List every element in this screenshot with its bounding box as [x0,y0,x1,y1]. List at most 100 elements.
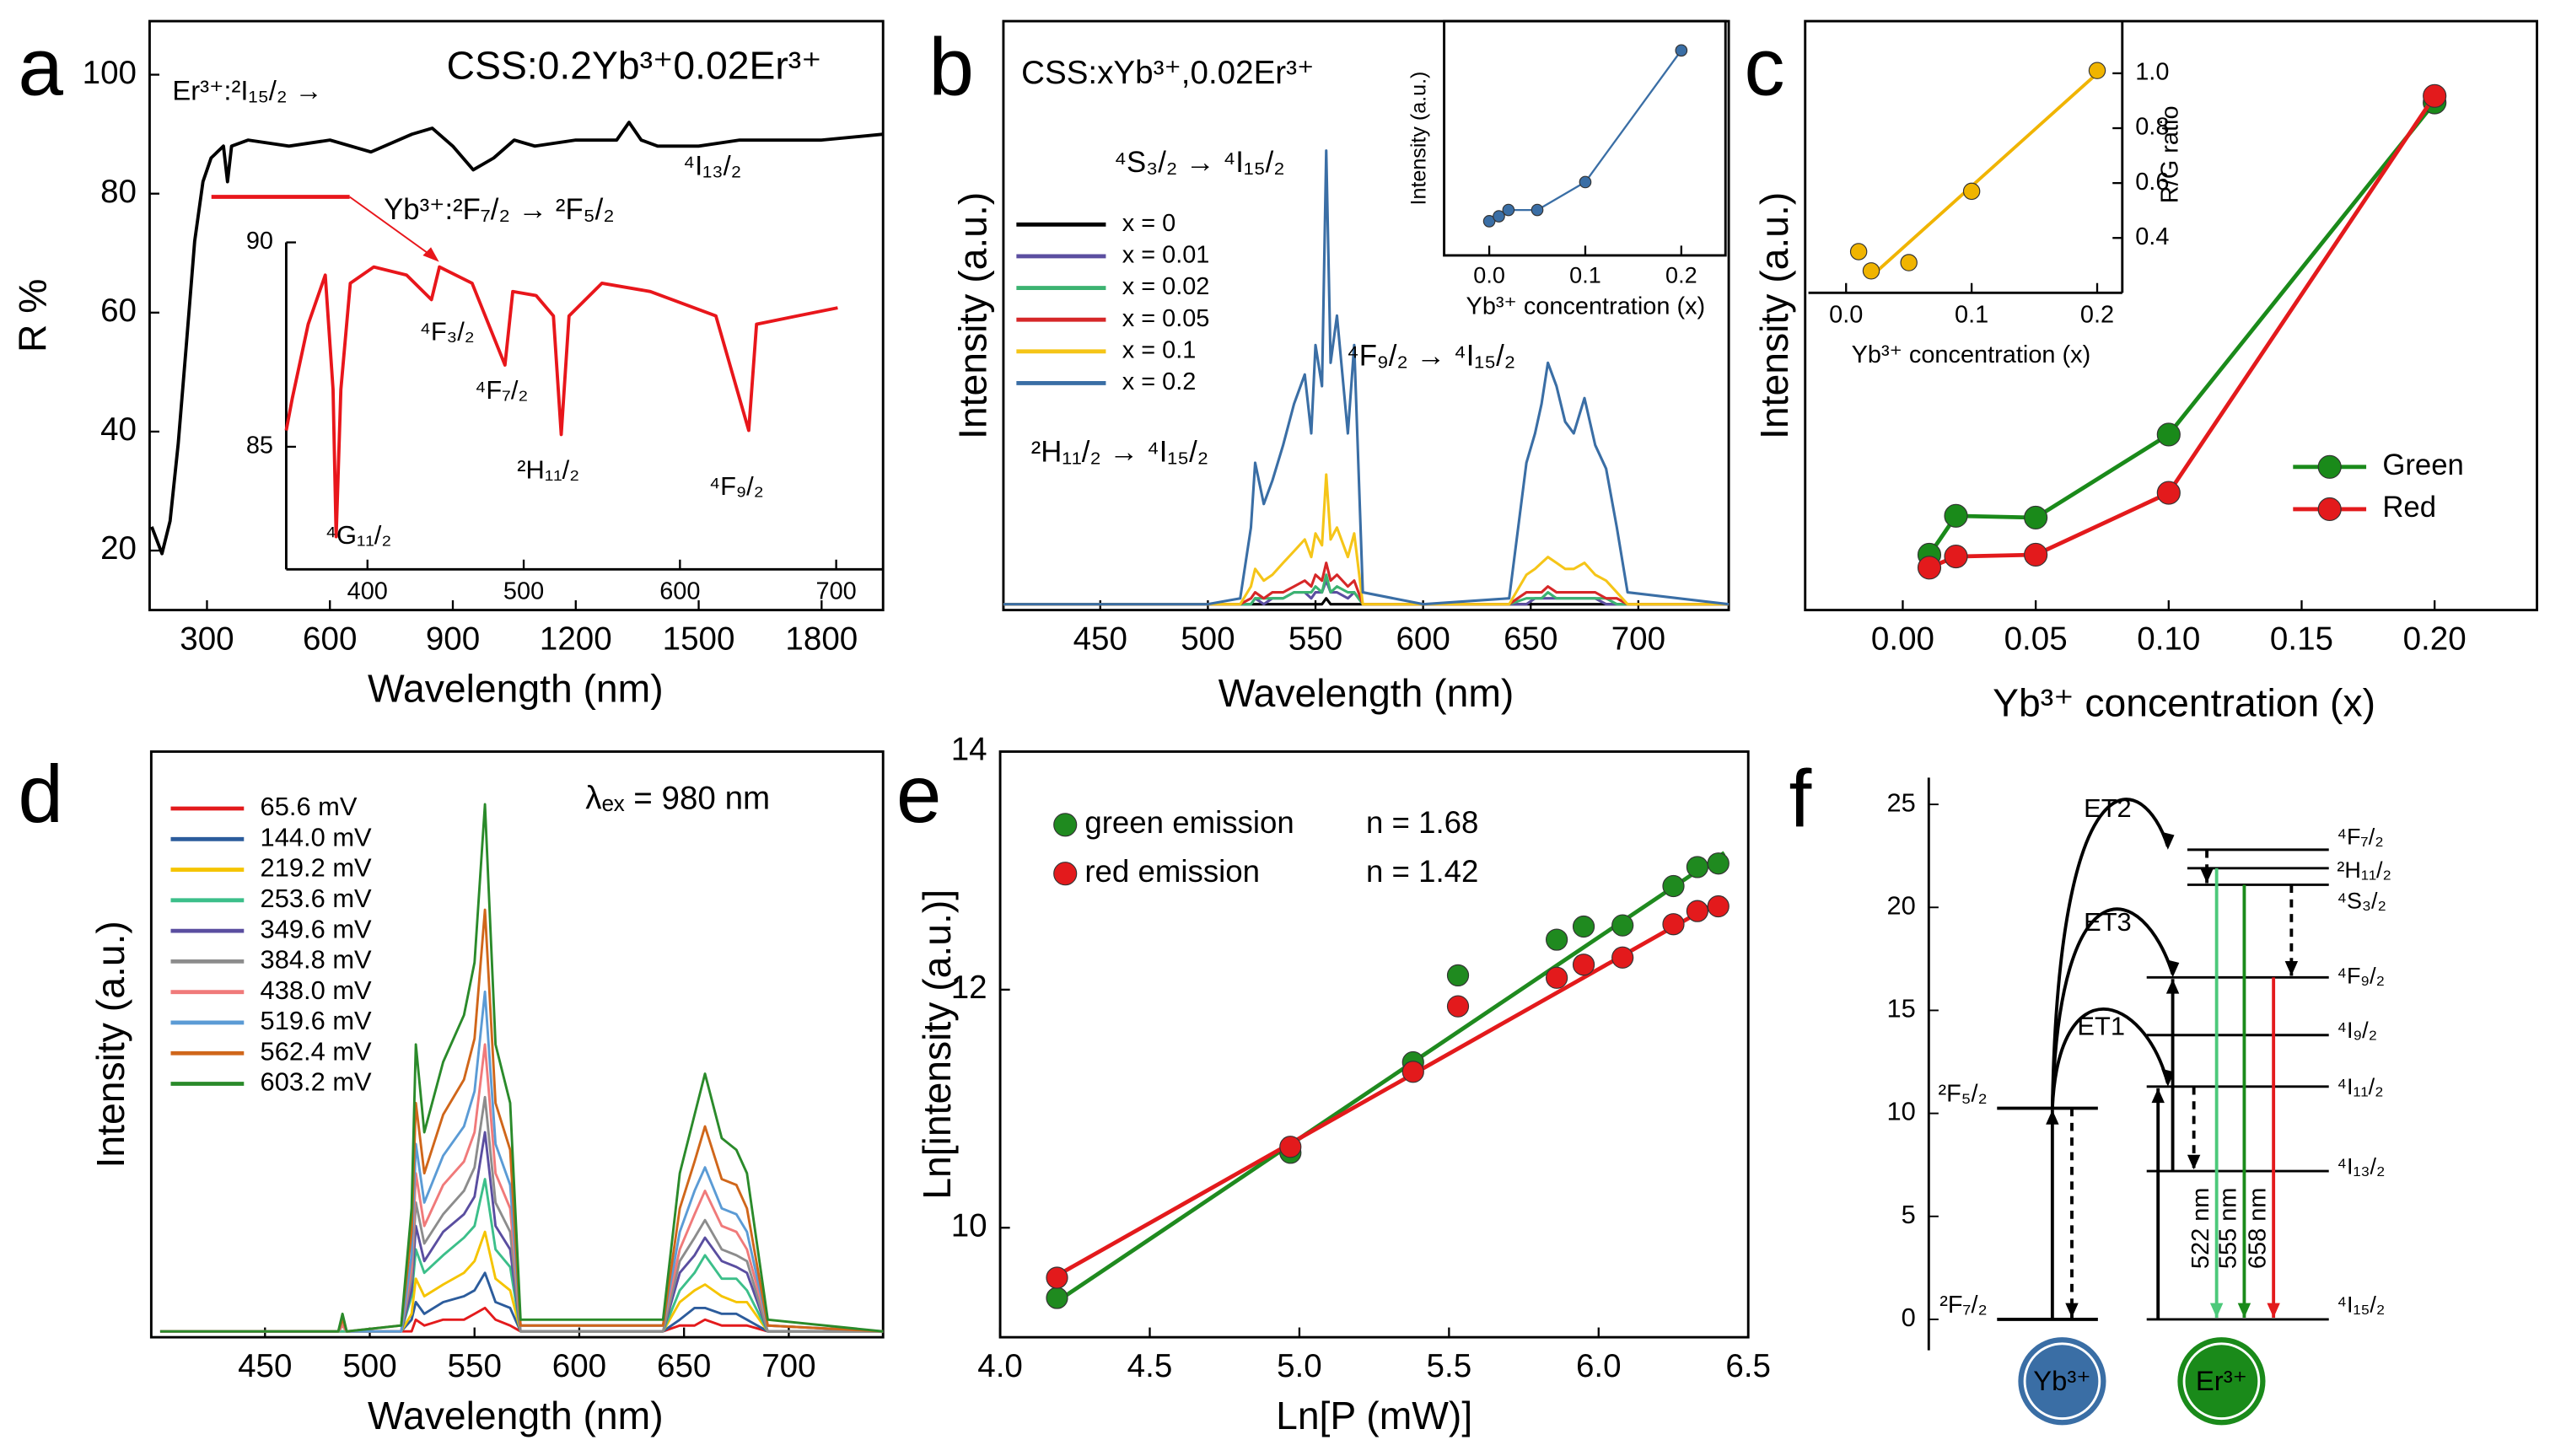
y-tick-label: 40 [100,411,137,448]
x-tick-label: 0.15 [2270,621,2333,657]
data-point [1611,946,1634,969]
y-axis-label: Intensity (a.u.) [1752,192,1796,439]
emission-arrow-head [2267,1303,2280,1318]
y-tick-label: 0 [1902,1303,1916,1332]
data-point [2024,542,2048,567]
energy-transfer [2050,798,2170,1109]
legend-label: 384.8 mV [261,945,372,975]
panel-label: e [896,749,942,840]
x-tick-label: 0.2 [2080,301,2114,328]
y-tick-label: 60 [100,293,137,329]
x-tick-label: 600 [552,1348,606,1384]
y-axis-label: R/G ratio [2156,105,2183,203]
x-tick-label: 550 [448,1348,502,1384]
annotation: Yb³⁺:²F₇/₂ → ²F₅/₂ [384,194,615,226]
x-tick-label: 4.5 [1127,1348,1173,1384]
annotation: λₑₓ = 980 nm [585,781,770,817]
panel-label: b [928,22,974,112]
legend-label: Green [2382,449,2463,481]
annotation: CSS:xYb³⁺,0.02Er³⁺ [1021,55,1314,91]
y-axis-label: R % [11,279,55,352]
y-tick-label: 15 [1887,994,1916,1023]
x-tick-label: 550 [1288,621,1342,657]
level-label: ⁴F₉/₂ [2337,963,2385,988]
x-tick-label: 0.1 [1569,263,1601,288]
y-tick-label: 100 [83,55,137,91]
annotation: ⁴F₉/₂ → ⁴I₁₅/₂ [1347,341,1515,373]
annotation: ⁴F₇/₂ [475,375,528,405]
data-point [1675,44,1688,57]
legend-label: 519.6 mV [261,1006,372,1035]
x-tick-label: 650 [1504,621,1557,657]
legend-label: x = 0.02 [1122,273,1210,300]
plot-frame [149,750,885,1339]
x-tick-label: 0.0 [1829,301,1863,328]
legend-label: x = 0.01 [1122,242,1210,269]
y-tick-label: 20 [100,530,137,567]
relaxation-arrow-head [2200,868,2214,884]
panel-label: f [1789,755,1812,845]
plot-frame [998,750,1750,1339]
y-tick-label: 14 [951,732,987,768]
level-label: ⁴I₁₃/₂ [2337,1153,2385,1179]
relaxation-arrow-head [2187,1154,2201,1170]
y-tick-label: 1.0 [2135,59,2169,86]
data-point [1900,254,1918,271]
energy-transfer [2050,1007,2170,1109]
data-point [1579,175,1592,189]
legend-label: x = 0.1 [1122,336,1197,363]
ion-ring [2182,1342,2261,1421]
data-point [1279,1136,1302,1158]
x-tick-label: 400 [347,578,388,604]
legend-annotation: n = 1.68 [1366,805,1478,840]
legend-marker [1053,862,1078,886]
annotation: ⁴I₁₃/₂ [683,149,741,180]
legend-marker [2317,497,2342,522]
x-tick-label: 300 [180,621,234,657]
legend-label: 562.4 mV [261,1036,372,1066]
data-point [1493,210,1505,223]
data-point [1572,915,1595,938]
energy-transfer-head [2161,831,2175,850]
x-tick-label: 1200 [540,621,612,657]
x-tick-label: 0.05 [2004,621,2068,657]
y-axis-label: Intensity (a.u.) [89,921,132,1168]
y-tick-label: 0.8 [2135,114,2169,141]
data-point [1401,1061,1424,1083]
annotation: ⁴F₉/₂ [709,471,764,501]
data-line [1003,149,1730,606]
annotation: ²H₁₁/₂ [517,455,579,485]
data-point [1611,914,1634,937]
panel-label: a [18,22,63,112]
y-tick-label: 0.6 [2135,169,2169,196]
absorption-arrow-head [2165,979,2180,994]
transfer-label: ET2 [2084,793,2132,823]
x-axis-label: Wavelength (nm) [368,1394,664,1437]
ion-circle [2177,1337,2266,1426]
x-tick-label: 600 [659,578,700,604]
legend-label: 603.2 mV [261,1067,372,1097]
ion-label: Yb³⁺ [2033,1365,2090,1396]
x-tick-label: 0.00 [1871,621,1934,657]
level-label: ⁴I₉/₂ [2337,1018,2377,1043]
x-tick-label: 500 [342,1348,396,1384]
x-tick-label: 500 [1181,621,1235,657]
data-point [1686,900,1709,922]
ion-label: Er³⁺ [2196,1365,2247,1396]
data-line [1003,473,1730,606]
ion-ring [2023,1342,2101,1421]
x-tick-label: 6.5 [1725,1348,1771,1384]
energy-transfer-head [2165,959,2180,978]
data-point [2156,422,2181,447]
legend-label: 219.2 mV [261,853,372,883]
data-point [1531,203,1544,217]
legend-marker [2317,454,2342,479]
x-tick-label: 600 [303,621,357,657]
level-label: ²H₁₁/₂ [2337,857,2391,883]
data-point [1944,503,1968,528]
data-point [1046,1287,1068,1309]
pointer-head [422,247,439,262]
x-tick-label: 0.10 [2137,621,2200,657]
level-label: ⁴I₁₁/₂ [2337,1074,2383,1099]
